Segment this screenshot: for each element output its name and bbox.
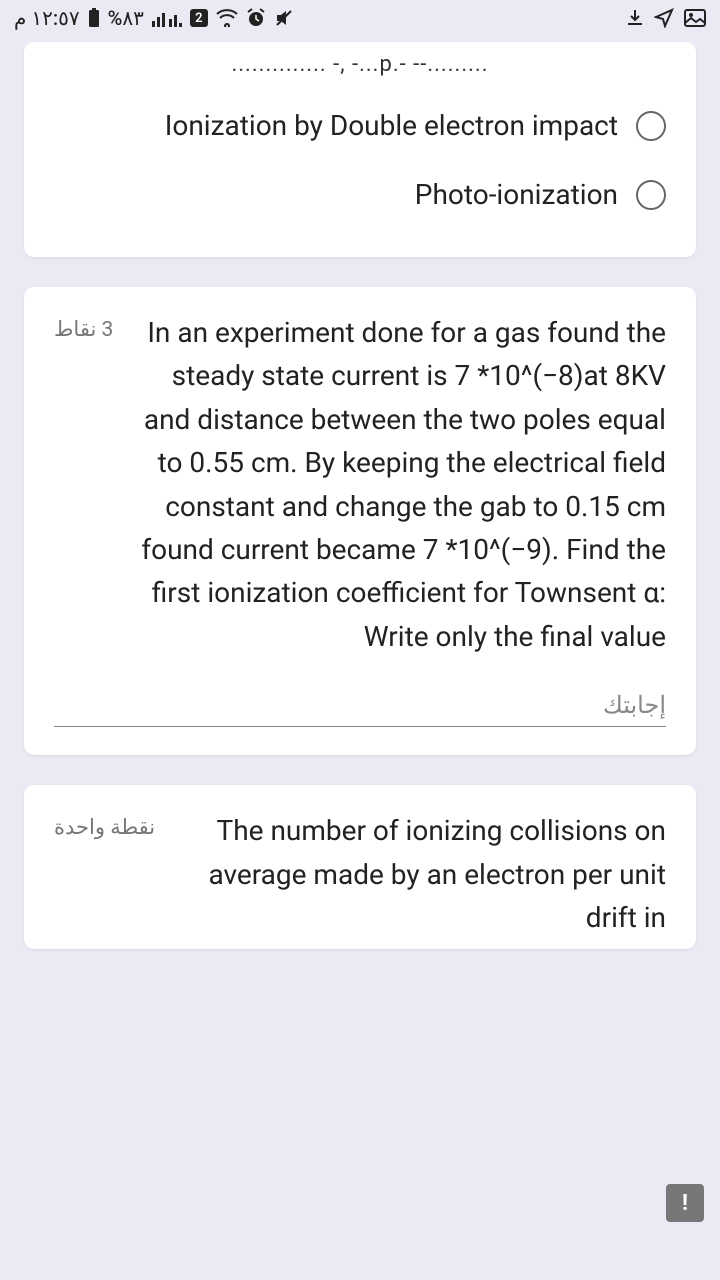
- alert-icon: !: [682, 1191, 688, 1216]
- radio-icon[interactable]: [636, 111, 666, 141]
- image-icon: [684, 9, 706, 27]
- status-time: ١٢:٥٧ م: [14, 6, 80, 30]
- signal-icon: [152, 9, 182, 27]
- answer-input[interactable]: [54, 692, 666, 720]
- points-label: نقطة واحدة: [54, 815, 155, 840]
- option-label: Photo-ionization: [415, 178, 618, 211]
- download-icon: [626, 8, 644, 28]
- battery-percent: %٨٣: [108, 6, 144, 30]
- battery-icon: [88, 8, 100, 28]
- option-label: Ionization by Double electron impact: [165, 109, 618, 142]
- sim-badge-icon: 2: [190, 9, 208, 27]
- wifi-icon: [216, 9, 238, 27]
- question-card-3: The number of ionizing collisions on ave…: [24, 785, 696, 949]
- status-bar: ١٢:٥٧ م %٨٣ 2: [0, 0, 720, 36]
- option-row-a[interactable]: Ionization by Double electron impact: [54, 91, 666, 160]
- alert-badge[interactable]: !: [666, 1184, 704, 1222]
- status-left: ١٢:٥٧ م %٨٣ 2: [14, 6, 294, 30]
- answer-field-wrap[interactable]: [54, 692, 666, 727]
- option-row-b[interactable]: Photo-ionization: [54, 160, 666, 229]
- question-text: The number of ionizing collisions on ave…: [173, 809, 666, 939]
- question-card-2: In an experiment done for a gas found th…: [24, 287, 696, 755]
- question-text: In an experiment done for a gas found th…: [131, 311, 666, 658]
- location-icon: [654, 8, 674, 28]
- points-label: 3 نقاط: [54, 317, 113, 342]
- question-card-1: .............. -, -...p.- --......... Io…: [24, 42, 696, 257]
- alarm-icon: [246, 8, 266, 28]
- mute-icon: [274, 8, 294, 28]
- status-right: [626, 8, 706, 28]
- radio-icon[interactable]: [636, 180, 666, 210]
- truncated-text: .............. -, -...p.- --.........: [54, 52, 666, 77]
